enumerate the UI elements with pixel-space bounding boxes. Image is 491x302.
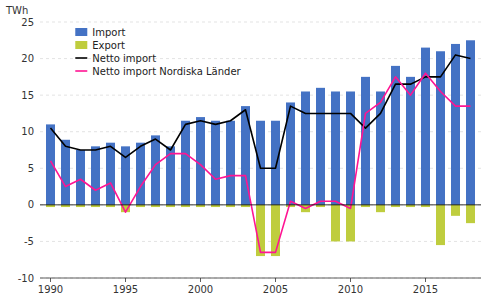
y-tick-label: -5 bbox=[24, 236, 34, 247]
legend-label: Netto import Nordiska Länder bbox=[92, 66, 241, 77]
legend-swatch bbox=[75, 70, 87, 72]
y-tick-label: 20 bbox=[21, 53, 34, 64]
bar bbox=[301, 91, 310, 204]
bar bbox=[391, 66, 400, 205]
legend: Import Export Netto import Netto import Nor… bbox=[75, 27, 241, 77]
bar bbox=[376, 205, 385, 212]
legend-label: Import bbox=[92, 27, 125, 38]
plot-area bbox=[46, 40, 475, 256]
bar bbox=[421, 48, 430, 205]
bar bbox=[106, 143, 115, 205]
bar bbox=[316, 88, 325, 205]
y-tick-label: 15 bbox=[21, 90, 34, 101]
bar bbox=[436, 205, 445, 245]
legend-swatch bbox=[75, 41, 87, 49]
x-tick-label: 2015 bbox=[413, 284, 438, 295]
zero-line bbox=[40, 204, 481, 205]
bar bbox=[451, 205, 460, 216]
bar bbox=[466, 205, 475, 223]
legend-swatch bbox=[75, 57, 87, 59]
grid-line bbox=[40, 278, 481, 279]
x-tick bbox=[200, 278, 201, 282]
bar bbox=[466, 40, 475, 205]
bar bbox=[91, 146, 100, 205]
x-tick-label: 1995 bbox=[113, 284, 138, 295]
x-tick-label: 2005 bbox=[263, 284, 288, 295]
grid-line bbox=[40, 22, 481, 23]
x-axis-line bbox=[40, 278, 481, 279]
bar bbox=[361, 77, 370, 205]
bar bbox=[196, 117, 205, 205]
bar bbox=[271, 205, 280, 256]
bar bbox=[211, 121, 220, 205]
bar bbox=[406, 77, 415, 205]
line bbox=[51, 55, 471, 168]
bar bbox=[331, 91, 340, 204]
x-tick bbox=[125, 278, 126, 282]
bar bbox=[346, 205, 355, 242]
y-tick-label: 25 bbox=[21, 17, 34, 28]
line bbox=[51, 73, 471, 252]
bar bbox=[451, 44, 460, 205]
bar bbox=[226, 121, 235, 205]
bar bbox=[181, 121, 190, 205]
x-tick bbox=[350, 278, 351, 282]
bar bbox=[61, 140, 70, 205]
y-tick-label: 0 bbox=[28, 199, 34, 210]
y-tick-label: -10 bbox=[18, 273, 34, 284]
bar bbox=[76, 150, 85, 205]
chart: -10 -5 0 5 10 15 20 25 1990 1995 2000 2005 2010 2015 T… bbox=[0, 0, 491, 302]
x-tick-label: 2000 bbox=[188, 284, 213, 295]
x-tick bbox=[275, 278, 276, 282]
grid-line bbox=[40, 204, 481, 205]
bar bbox=[46, 124, 55, 204]
legend-swatch bbox=[75, 28, 87, 36]
x-tick-label: 2010 bbox=[338, 284, 363, 295]
bar bbox=[271, 121, 280, 205]
y-axis-label: TWh bbox=[5, 5, 28, 16]
y-tick-label: 5 bbox=[28, 163, 34, 174]
legend-label: Netto import bbox=[92, 53, 156, 64]
y-tick-label: 10 bbox=[21, 126, 34, 137]
bar bbox=[331, 205, 340, 242]
bar bbox=[436, 51, 445, 205]
legend-label: Export bbox=[92, 40, 125, 51]
x-tick bbox=[50, 278, 51, 282]
bar bbox=[136, 143, 145, 205]
bar bbox=[256, 121, 265, 205]
x-tick bbox=[425, 278, 426, 282]
x-tick-label: 1990 bbox=[38, 284, 63, 295]
